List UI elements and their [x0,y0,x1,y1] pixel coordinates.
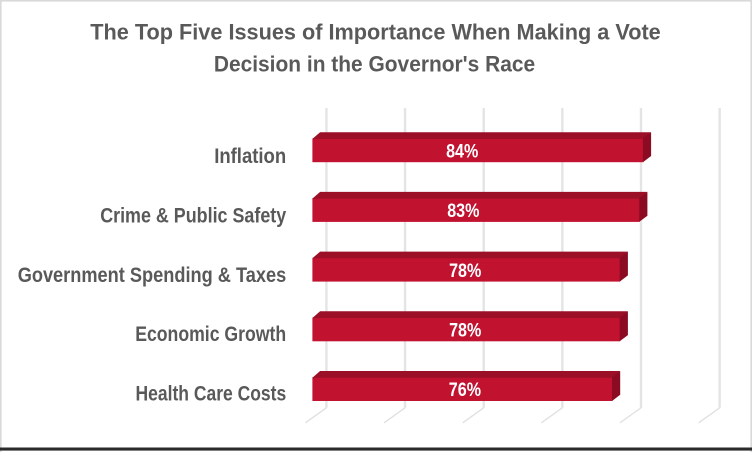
svg-text:84%: 84% [446,141,478,163]
svg-text:78%: 78% [449,320,481,342]
svg-text:Crime & Public Safety: Crime & Public Safety [100,204,286,227]
svg-text:Inflation: Inflation [214,145,286,168]
svg-text:78%: 78% [449,260,481,282]
svg-text:Government Spending & Taxes: Government Spending & Taxes [18,264,287,287]
svg-text:Health Care Costs: Health Care Costs [136,383,287,406]
svg-text:83%: 83% [447,200,479,222]
svg-text:The Top Five Issues of Importa: The Top Five Issues of Importance When M… [90,20,661,45]
svg-text:76%: 76% [449,379,481,401]
svg-text:Decision in the Governor's Rac: Decision in the Governor's Race [214,51,535,76]
svg-text:Economic Growth: Economic Growth [135,323,286,346]
